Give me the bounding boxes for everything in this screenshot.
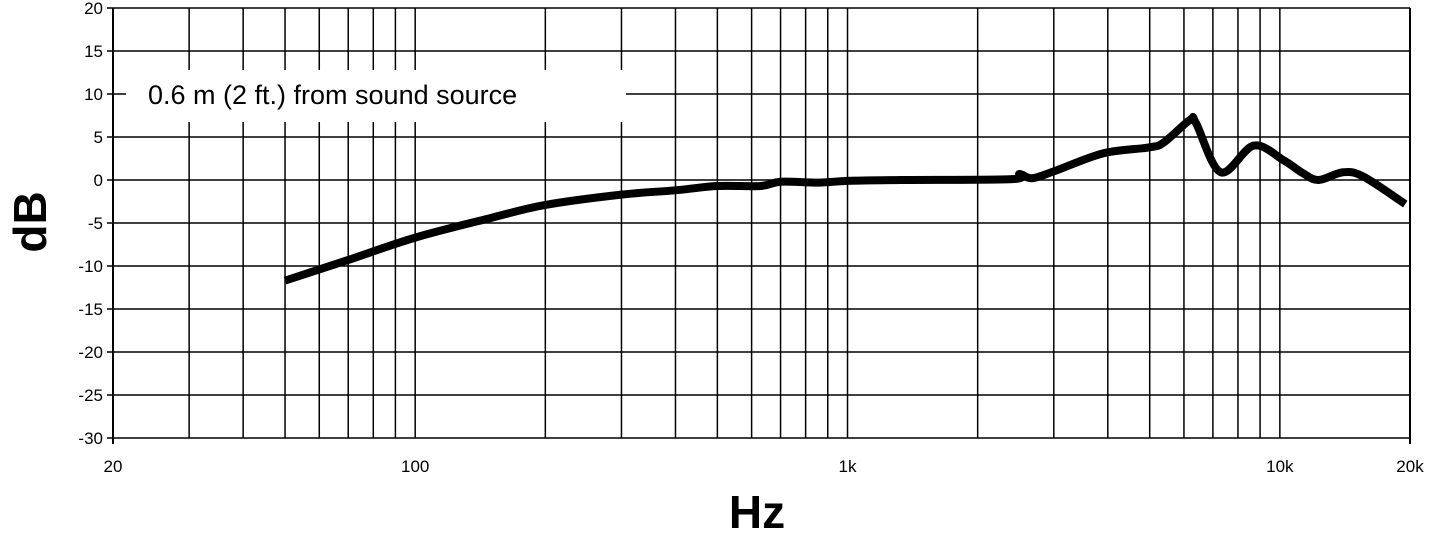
y-tick-label: 15 — [84, 42, 103, 61]
x-tick-label: 10k — [1266, 457, 1294, 476]
annotation-box — [126, 70, 626, 122]
y-tick-label: 5 — [94, 128, 103, 147]
y-tick-label: -30 — [78, 429, 103, 448]
y-tick-label: 20 — [84, 0, 103, 18]
x-tick-label: 20k — [1396, 457, 1424, 476]
x-tick-label: 20 — [104, 457, 123, 476]
annotation-text: 0.6 m (2 ft.) from sound source — [148, 80, 517, 110]
y-tick-label: -15 — [78, 300, 103, 319]
y-tick-labels: 20 15 10 5 0 -5 -10 -15 -20 -25 -30 — [78, 0, 103, 448]
y-tick-label: 10 — [84, 85, 103, 104]
x-tick-label: 100 — [401, 457, 429, 476]
x-tick-label: 1k — [839, 457, 857, 476]
response-curve — [283, 113, 1408, 285]
x-axis-label: Hz — [729, 486, 785, 538]
y-axis-label: dB — [4, 191, 56, 252]
x-tick-labels: 20 100 1k 10k 20k — [104, 457, 1425, 476]
y-tick-label: -5 — [88, 214, 103, 233]
y-tick-label: -10 — [78, 257, 103, 276]
y-tick-label: 0 — [94, 171, 103, 190]
y-tick-label: -25 — [78, 386, 103, 405]
y-tick-label: -20 — [78, 343, 103, 362]
